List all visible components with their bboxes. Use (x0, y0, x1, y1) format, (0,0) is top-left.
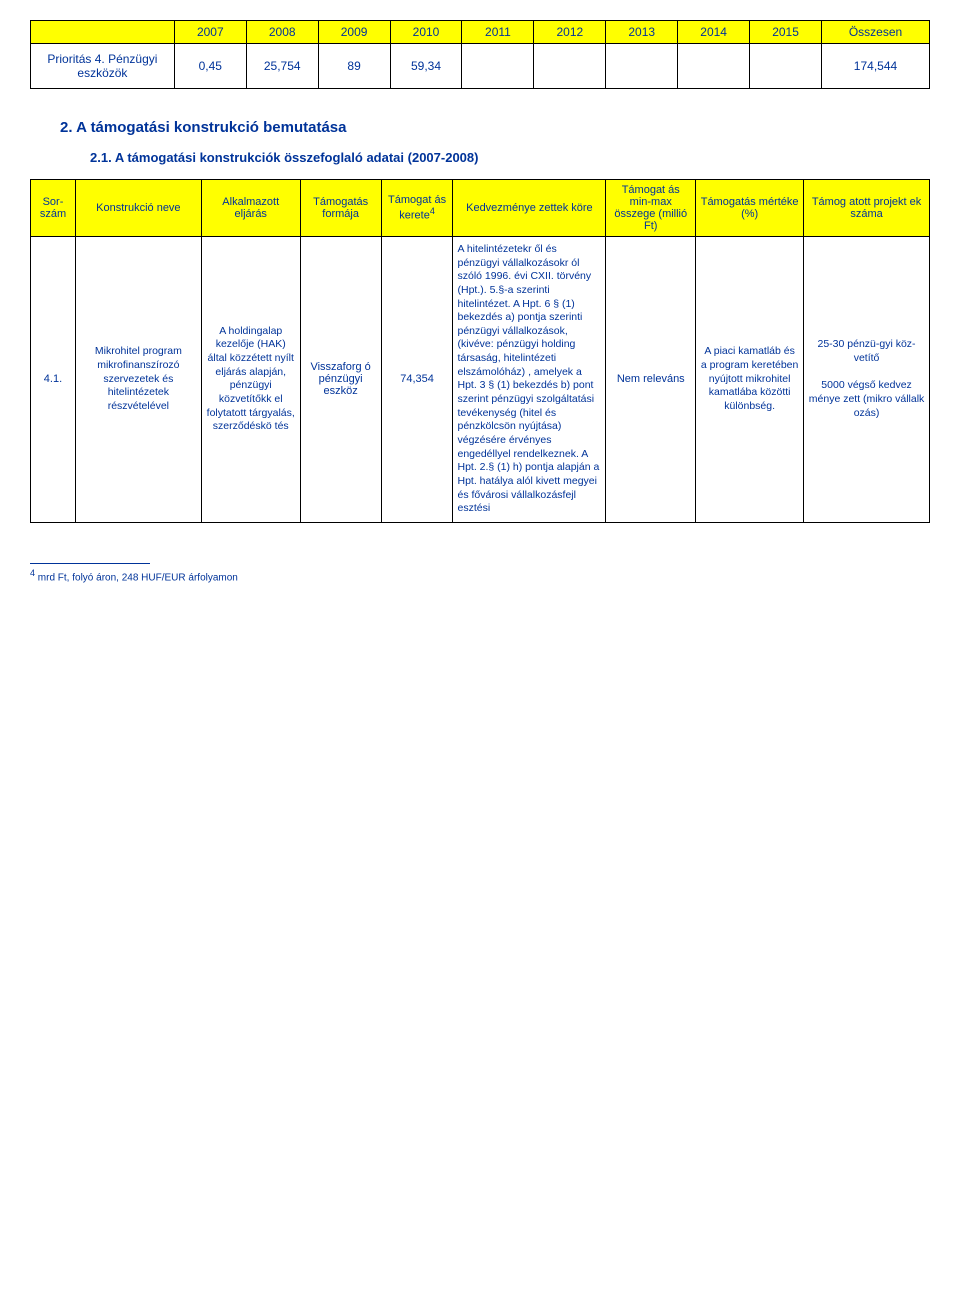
summary-table: 2007 2008 2009 2010 2011 2012 2013 2014 … (30, 20, 930, 89)
cell-mertek: A piaci kamatláb és a program keretében … (696, 237, 804, 523)
hdr-forma: Támogatás formája (300, 180, 381, 237)
col-2013: 2013 (606, 21, 678, 44)
hdr-eljaras: Alkalmazott eljárás (201, 180, 300, 237)
col-total: Összesen (822, 21, 930, 44)
cell-projektszam: 25-30 pénzü-gyi köz-vetítő 5000 végső ke… (804, 237, 930, 523)
cell-eljaras: A holdingalap kezelője (HAK) által közzé… (201, 237, 300, 523)
section-heading: 2. A támogatási konstrukció bemutatása (60, 119, 930, 136)
cell-forma: Visszaforg ó pénzügyi eszköz (300, 237, 381, 523)
cell-minmax: Nem releváns (606, 237, 696, 523)
section-subheading: 2.1. A támogatási konstrukciók összefogl… (90, 150, 930, 165)
hdr-minmax: Támogat ás min-max összege (millió Ft) (606, 180, 696, 237)
hdr-projektszam: Támog atott projekt ek száma (804, 180, 930, 237)
footnote-rule (30, 563, 150, 564)
cell-2009: 89 (318, 44, 390, 89)
footnote: 4 mrd Ft, folyó áron, 248 HUF/EUR árfoly… (30, 563, 930, 583)
hdr-keret: Támogat ás kerete4 (381, 180, 453, 237)
cell-konstrukcio: Mikrohitel program mikrofinanszírozó sze… (75, 237, 201, 523)
col-2014: 2014 (678, 21, 750, 44)
footnote-text: mrd Ft, folyó áron, 248 HUF/EUR árfolyam… (35, 572, 238, 583)
cell-2007: 0,45 (174, 44, 246, 89)
cell-sorszam: 4.1. (31, 237, 76, 523)
col-2009: 2009 (318, 21, 390, 44)
hdr-kedvez: Kedvezménye zettek köre (453, 180, 606, 237)
cell-2011 (462, 44, 534, 89)
construction-table: Sor-szám Konstrukció neve Alkalmazott el… (30, 179, 930, 523)
cell-keret: 74,354 (381, 237, 453, 523)
cell-2010: 59,34 (390, 44, 462, 89)
hdr-konstrukcio: Konstrukció neve (75, 180, 201, 237)
cell-2015 (750, 44, 822, 89)
col-2011: 2011 (462, 21, 534, 44)
cell-2013 (606, 44, 678, 89)
col-2015: 2015 (750, 21, 822, 44)
row-label: Prioritás 4. Pénzügyi eszközök (31, 44, 175, 89)
cell-total: 174,544 (822, 44, 930, 89)
cell-2012 (534, 44, 606, 89)
col-2010: 2010 (390, 21, 462, 44)
hdr-sorszam: Sor-szám (31, 180, 76, 237)
table-row: 4.1. Mikrohitel program mikrofinanszíroz… (31, 237, 930, 523)
empty-header (31, 21, 175, 44)
cell-kedvez: A hitelintézetekr ől és pénzügyi vállalk… (453, 237, 606, 523)
hdr-mertek: Támogatás mértéke (%) (696, 180, 804, 237)
table-row: Prioritás 4. Pénzügyi eszközök 0,45 25,7… (31, 44, 930, 89)
cell-2008: 25,754 (246, 44, 318, 89)
cell-2014 (678, 44, 750, 89)
col-2008: 2008 (246, 21, 318, 44)
col-2007: 2007 (174, 21, 246, 44)
col-2012: 2012 (534, 21, 606, 44)
